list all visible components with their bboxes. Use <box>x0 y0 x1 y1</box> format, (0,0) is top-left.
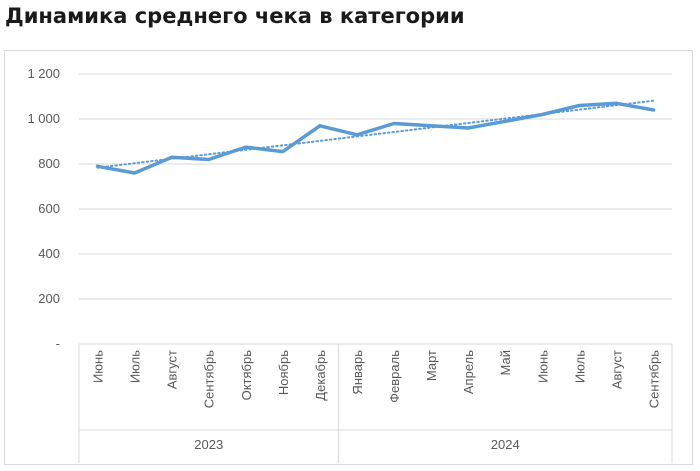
x-tick-label: Сентябрь <box>202 350 217 408</box>
trendline <box>96 99 655 169</box>
data-point <box>207 158 211 161</box>
x-tick-label: Август <box>165 350 180 389</box>
y-tick-label: 600 <box>38 201 60 216</box>
x-tick-label: Октябрь <box>239 350 254 401</box>
x-tick-label: Сентябрь <box>646 350 661 408</box>
x-tick-label: Февраль <box>387 350 402 403</box>
x-tick-label: Май <box>498 350 513 375</box>
data-point <box>244 145 248 149</box>
x-axis: Июнь Июль Август Сентябрь Октябрь Ноябрь Декаб… <box>78 344 673 463</box>
x-tick-label: Март <box>424 350 439 381</box>
x-tick-label: Июнь <box>535 350 550 383</box>
x-tick-label: Июнь <box>91 350 106 383</box>
y-tick-label: 1 000 <box>27 111 60 126</box>
x-group-label: 2023 <box>194 437 223 452</box>
data-point <box>392 122 396 125</box>
data-point <box>466 126 470 130</box>
data-point <box>614 101 618 105</box>
data-point <box>577 104 581 107</box>
x-tick-label: Август <box>609 350 624 389</box>
y-tick-label: 800 <box>38 156 60 171</box>
y-axis: - 200 400 600 800 1 000 1 200 <box>27 66 60 351</box>
x-tick-label: Ноябрь <box>276 350 291 395</box>
x-tick-label: Июль <box>128 350 143 383</box>
x-tick-label: Апрель <box>461 350 476 394</box>
data-point <box>133 171 137 175</box>
data-point <box>281 150 285 154</box>
y-tick-label: 200 <box>38 291 60 306</box>
x-group-label: 2024 <box>491 437 520 452</box>
x-tick-label: Декабрь <box>313 350 328 401</box>
x-tick-label: Июль <box>572 350 587 383</box>
series-line <box>95 101 656 175</box>
y-tick-label: 1 200 <box>27 66 60 81</box>
x-tick-label: Январь <box>350 350 365 395</box>
page-title: Динамика среднего чека в категории <box>5 4 465 28</box>
data-point <box>503 119 507 123</box>
series <box>95 99 656 175</box>
data-point <box>429 124 433 128</box>
chart-frame <box>4 50 693 465</box>
y-tick-label: - <box>56 336 60 351</box>
data-point <box>651 108 655 112</box>
data-point <box>318 124 322 128</box>
y-tick-label: 400 <box>38 246 60 261</box>
gridlines <box>79 73 672 345</box>
